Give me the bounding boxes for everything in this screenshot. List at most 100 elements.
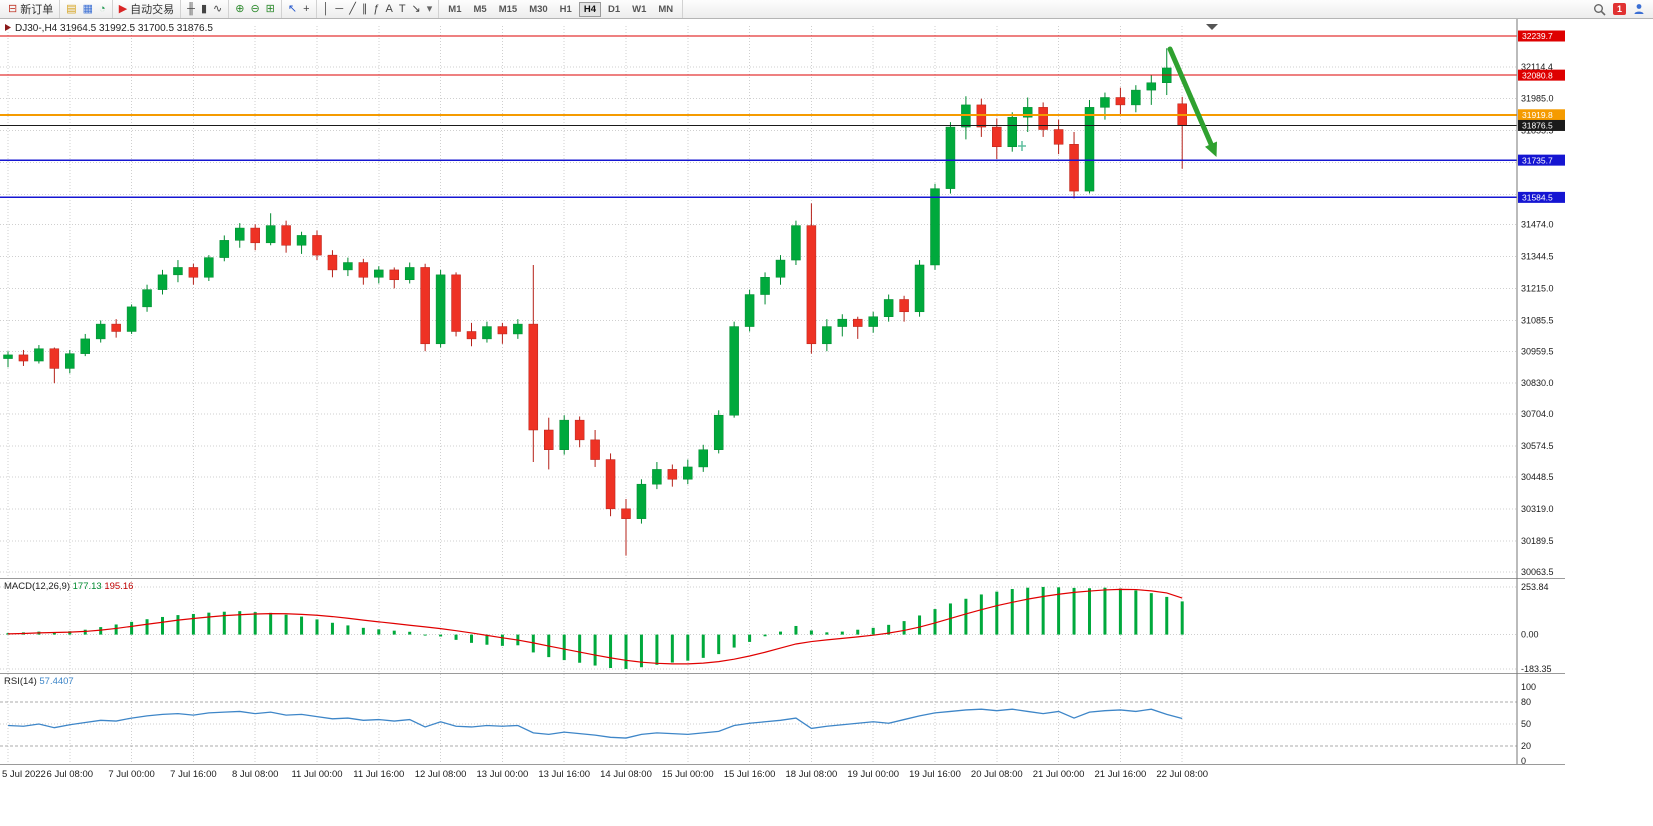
macd-bar bbox=[717, 634, 721, 655]
text-label-icon[interactable]: T bbox=[396, 1, 409, 17]
chart-title: DJ30-,H4 31964.5 31992.5 31700.5 31876.5 bbox=[15, 23, 213, 34]
time-label: 12 Jul 08:00 bbox=[415, 769, 467, 780]
candle bbox=[590, 430, 600, 467]
channel-icon[interactable]: ∥ bbox=[359, 1, 371, 17]
toolbar-group: ⊕ ⊖ ⊞ bbox=[229, 0, 282, 18]
vertical-line-icon[interactable]: │ bbox=[320, 1, 333, 17]
candle bbox=[899, 295, 909, 322]
timeframe-mn[interactable]: MN bbox=[658, 3, 674, 15]
macd-bar bbox=[809, 630, 813, 635]
timeframe-d1[interactable]: D1 bbox=[607, 3, 621, 15]
candle bbox=[636, 479, 647, 524]
dropdown-icon[interactable]: ▾ bbox=[424, 1, 436, 17]
candlestick-chart-icon[interactable]: ▮ bbox=[198, 1, 210, 17]
zoom-in-icon: ⊕ bbox=[235, 3, 245, 15]
new-order-button[interactable]: ⊟ 新订单 bbox=[5, 1, 56, 17]
chart-area[interactable]: 32114.431985.031855.531474.031344.531215… bbox=[0, 19, 1653, 826]
macd-bar bbox=[670, 634, 674, 663]
tile-windows-icon: ⊞ bbox=[265, 3, 275, 15]
user-icon bbox=[1634, 4, 1644, 14]
time-label: 21 Jul 16:00 bbox=[1095, 769, 1147, 780]
price-axis-label: 30319.0 bbox=[1521, 504, 1554, 514]
timeframe-h4[interactable]: H4 bbox=[578, 1, 601, 17]
candle bbox=[142, 284, 152, 312]
rsi-scale-label: 0 bbox=[1521, 756, 1526, 766]
timeframe-h1[interactable]: H1 bbox=[559, 3, 572, 15]
time-label: 19 Jul 00:00 bbox=[847, 769, 899, 780]
candles-layer bbox=[3, 48, 1187, 556]
crosshair-icon[interactable]: + bbox=[300, 1, 312, 17]
zoom-out-icon[interactable]: ⊖ bbox=[247, 1, 262, 17]
candle bbox=[1007, 112, 1017, 152]
level-lines-layer[interactable] bbox=[0, 35, 1517, 199]
user-button[interactable] bbox=[1630, 1, 1648, 17]
text-icon[interactable]: A bbox=[382, 1, 395, 17]
profiles-icon[interactable]: ▦ bbox=[80, 1, 96, 17]
one-click-trading-icon[interactable] bbox=[5, 24, 11, 31]
candle bbox=[327, 250, 338, 278]
candle bbox=[574, 416, 585, 448]
trendline-icon[interactable]: ╱ bbox=[346, 1, 359, 17]
timeframe-m30[interactable]: M30 bbox=[529, 3, 548, 15]
macd-bar bbox=[1072, 587, 1076, 635]
candle bbox=[992, 118, 1002, 160]
tile-windows-icon[interactable]: ⊞ bbox=[263, 1, 278, 17]
candle bbox=[513, 319, 523, 339]
price-badge: 32080.8 bbox=[1518, 69, 1565, 81]
arrows-icon[interactable]: ↘ bbox=[409, 1, 424, 17]
candle bbox=[111, 319, 121, 338]
macd-bar bbox=[840, 631, 844, 635]
chart-window-icon: ▤ bbox=[66, 3, 77, 15]
candle bbox=[65, 349, 75, 374]
annotations-layer[interactable] bbox=[1018, 24, 1218, 157]
candle bbox=[914, 260, 925, 317]
macd-bar bbox=[238, 611, 242, 635]
horizontal-line-icon[interactable]: ─ bbox=[332, 1, 346, 17]
macd-bar bbox=[130, 621, 134, 635]
toolbar-group: ▶ 自动交易 bbox=[113, 0, 182, 18]
macd-bar bbox=[315, 619, 319, 635]
macd-bar bbox=[68, 631, 72, 635]
candle bbox=[296, 231, 307, 254]
timeframe-m5[interactable]: M5 bbox=[473, 3, 487, 15]
price-axis-label: 31985.0 bbox=[1521, 94, 1554, 104]
search-button[interactable] bbox=[1590, 1, 1609, 17]
candle bbox=[744, 289, 755, 332]
notification-badge[interactable]: 1 bbox=[1612, 3, 1626, 15]
vertical-line-icon: │ bbox=[322, 3, 330, 15]
macd-bar bbox=[825, 632, 829, 635]
zoom-in-icon[interactable]: ⊕ bbox=[232, 1, 247, 17]
macd-bar bbox=[1149, 593, 1153, 635]
cursor-icon[interactable]: ↖ bbox=[285, 1, 300, 17]
macd-bar bbox=[871, 627, 875, 635]
svg-text:31919.8: 31919.8 bbox=[1522, 110, 1553, 120]
time-label: 21 Jul 00:00 bbox=[1033, 769, 1085, 780]
text-icon: A bbox=[385, 3, 393, 15]
history-center-icon[interactable]: ◔ bbox=[96, 1, 109, 17]
chart-window-icon[interactable]: ▤ bbox=[63, 1, 79, 17]
candle bbox=[775, 255, 786, 285]
macd-bar bbox=[161, 616, 164, 635]
cross-marker[interactable] bbox=[1018, 141, 1026, 151]
chart-shift-marker[interactable] bbox=[1206, 24, 1218, 30]
macd-bar bbox=[979, 594, 983, 635]
candle bbox=[157, 269, 168, 295]
macd-bar bbox=[763, 634, 767, 637]
time-label: 19 Jul 16:00 bbox=[909, 769, 961, 780]
price-axis[interactable]: 32114.431985.031855.531474.031344.531215… bbox=[4, 30, 1565, 767]
timeframe-m1[interactable]: M1 bbox=[448, 3, 462, 15]
timeframe-m15[interactable]: M15 bbox=[498, 3, 518, 15]
candle bbox=[760, 272, 770, 305]
fibonacci-icon[interactable]: ƒ bbox=[370, 1, 382, 17]
macd-bar bbox=[83, 629, 87, 635]
time-axis[interactable]: 5 Jul 2022 6 Jul 08:00 7 Jul 00:00 7 Jul 16… bbox=[2, 769, 1208, 780]
line-chart-icon[interactable]: ∿ bbox=[210, 1, 225, 17]
time-label: 7 Jul 00:00 bbox=[108, 769, 154, 780]
timeframe-w1[interactable]: W1 bbox=[632, 3, 647, 15]
bar-chart-icon[interactable]: ╫ bbox=[184, 1, 198, 17]
autotrading-button[interactable]: ▶ 自动交易 bbox=[116, 1, 177, 17]
trend-arrow[interactable] bbox=[1167, 46, 1217, 157]
price-badge: 31735.7 bbox=[1518, 154, 1565, 166]
macd-bar bbox=[1057, 587, 1061, 635]
macd-bar bbox=[300, 616, 304, 635]
